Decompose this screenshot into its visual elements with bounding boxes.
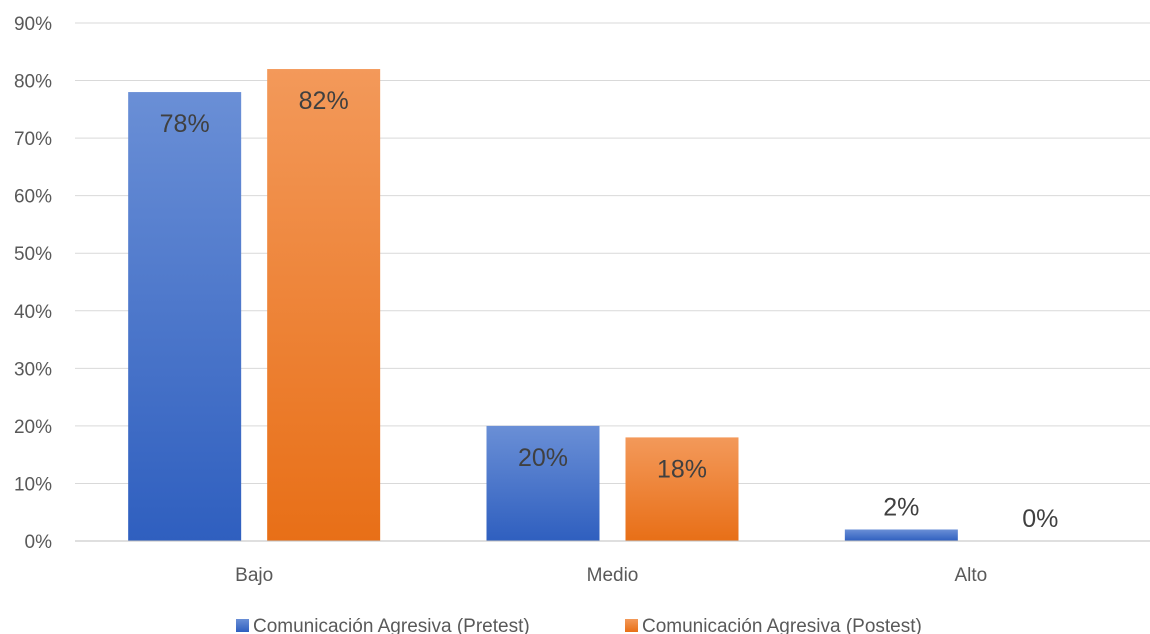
y-axis-tick-labels: 0% 10% 20% 30% 40% 50% 60% 70% 80% 90%: [14, 14, 52, 553]
legend: Comunicación Agresiva (Pretest) Comunicac…: [236, 616, 922, 634]
legend-label: Comunicación Agresiva (Pretest): [253, 616, 530, 634]
y-tick-label: 10%: [14, 474, 52, 495]
data-label: 2%: [883, 493, 919, 521]
legend-swatch: [625, 619, 638, 632]
y-tick-label: 50%: [14, 244, 52, 265]
gridlines: [75, 22, 1150, 484]
data-label: 20%: [518, 444, 568, 472]
y-tick-label: 0%: [25, 532, 53, 553]
y-tick-label: 80%: [14, 72, 52, 93]
y-tick-label: 20%: [14, 417, 52, 438]
bars: [128, 69, 958, 542]
y-tick-label: 70%: [14, 129, 52, 150]
data-label: 18%: [657, 455, 707, 483]
data-labels: 78% 82% 20% 18% 2% 0%: [160, 87, 1059, 533]
y-tick-label: 90%: [14, 14, 52, 35]
data-label: 0%: [1022, 505, 1058, 533]
data-label: 78%: [160, 110, 210, 138]
bar: [128, 92, 242, 542]
x-category-label: Bajo: [235, 565, 273, 586]
x-axis-category-labels: Bajo Medio Alto: [235, 565, 987, 586]
data-label: 82%: [299, 87, 349, 115]
legend-label: Comunicación Agresiva (Postest): [642, 616, 922, 634]
y-tick-label: 40%: [14, 302, 52, 323]
bar: [267, 69, 381, 542]
y-tick-label: 30%: [14, 359, 52, 380]
bar: [486, 425, 600, 541]
x-category-label: Medio: [587, 565, 639, 586]
x-category-label: Alto: [954, 565, 987, 586]
legend-swatch: [236, 619, 249, 632]
y-tick-label: 60%: [14, 187, 52, 208]
bar: [844, 529, 958, 541]
bar: [625, 437, 739, 541]
